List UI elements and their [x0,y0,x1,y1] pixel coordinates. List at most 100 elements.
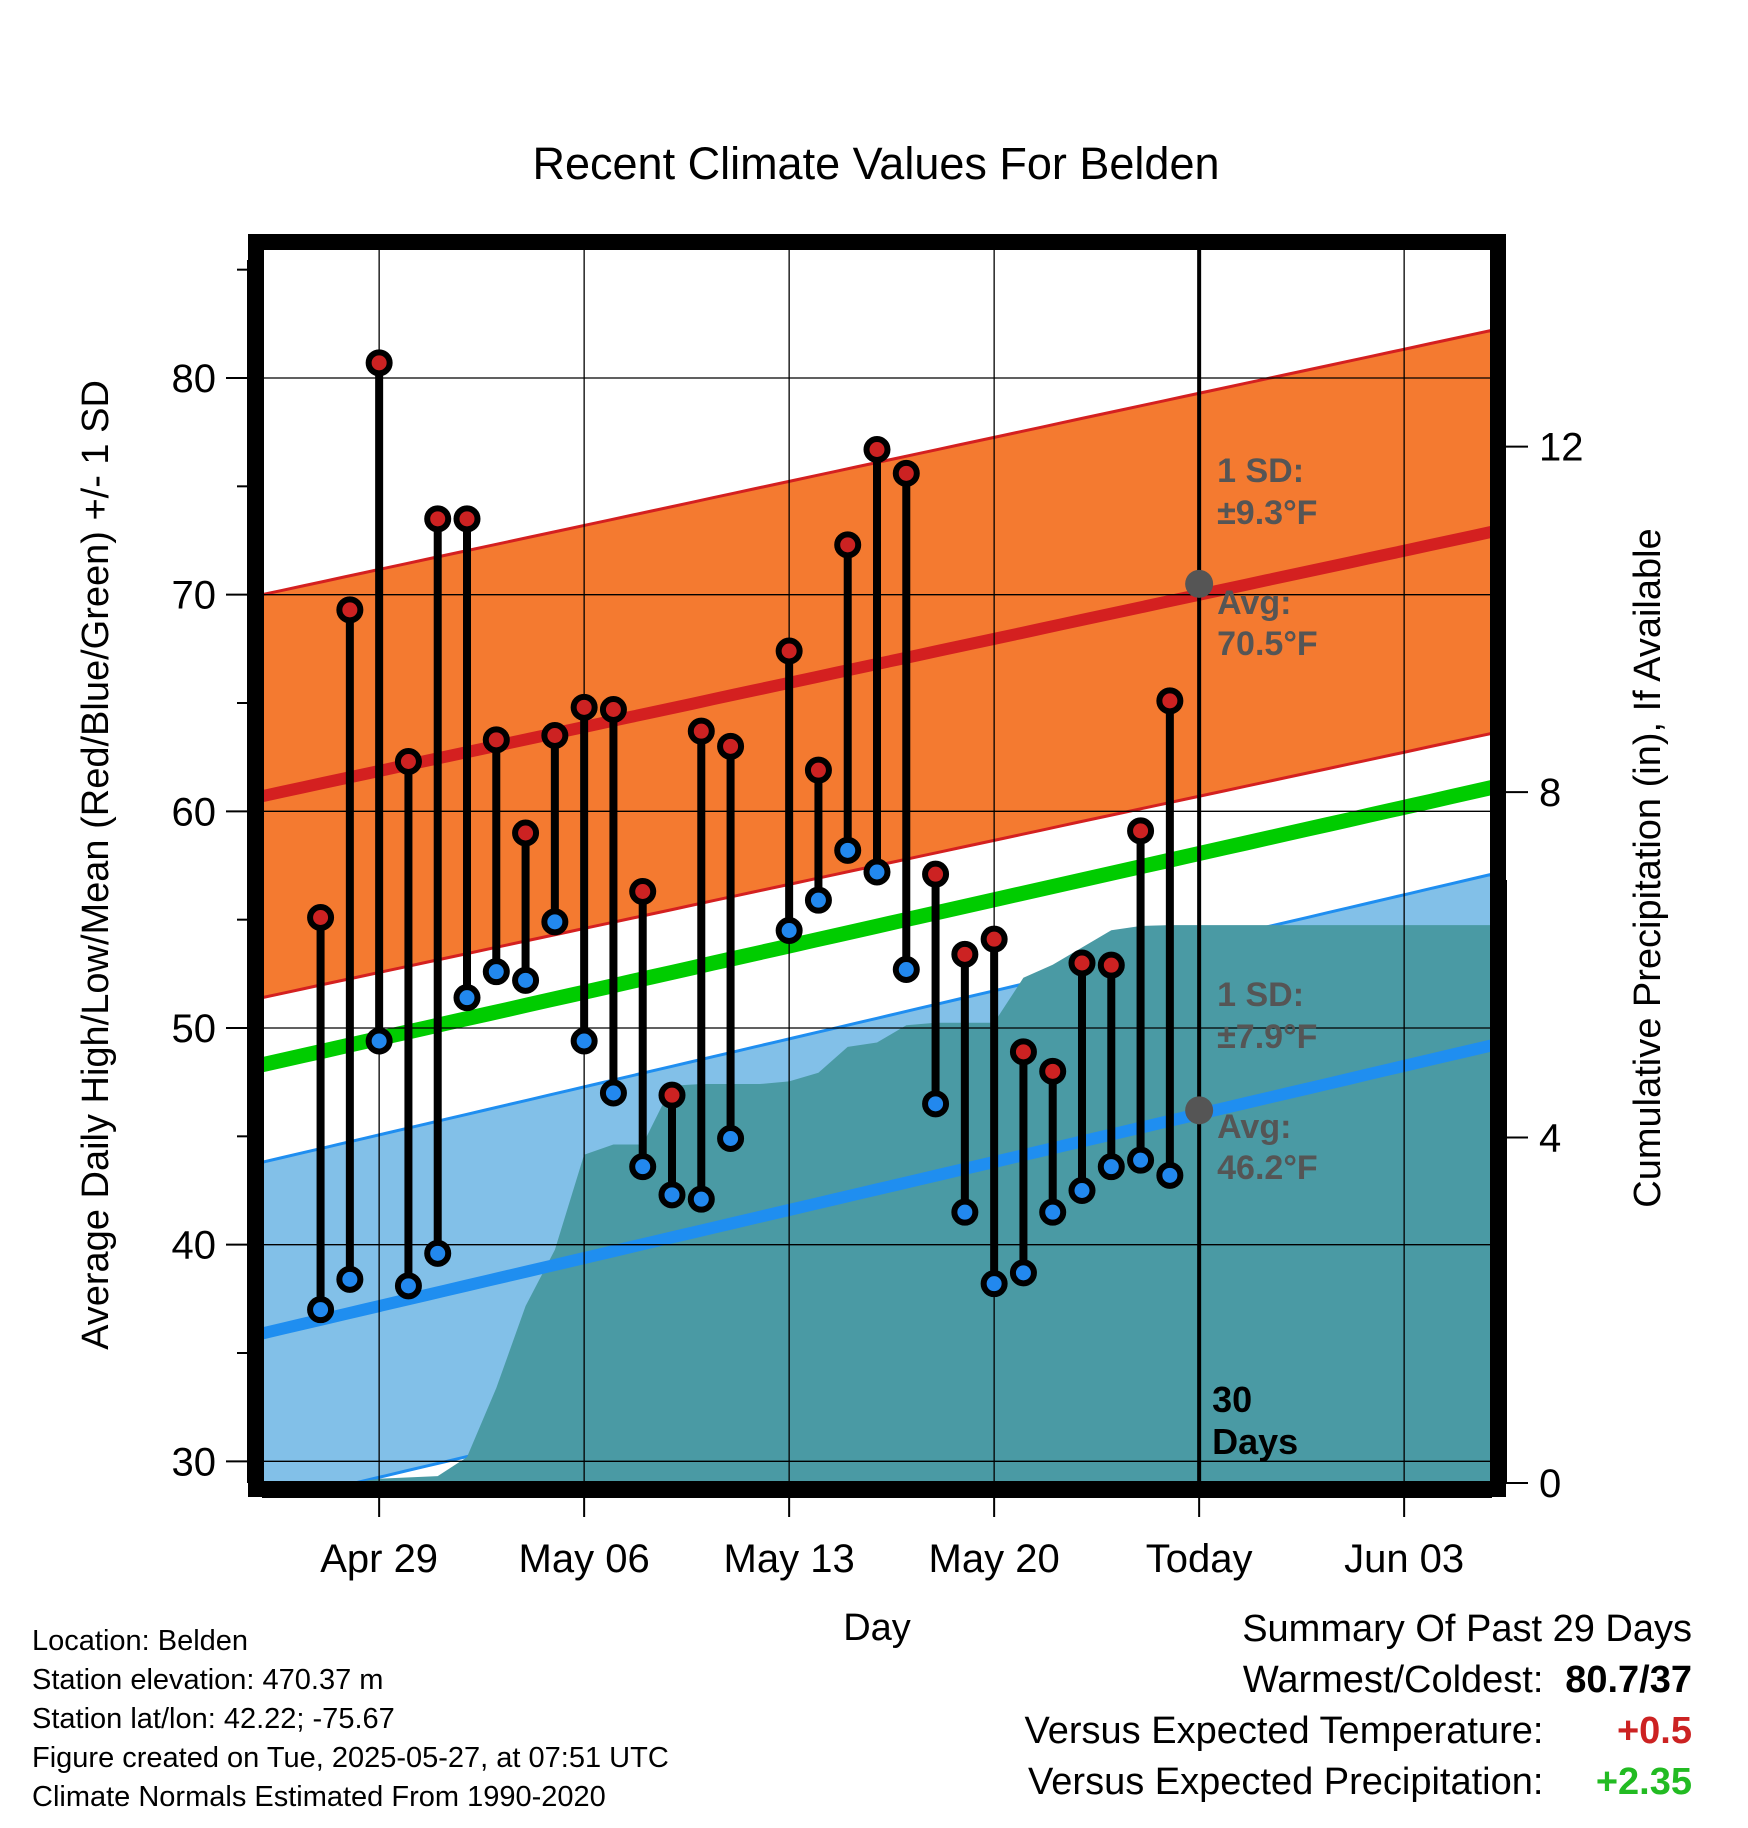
high-point [512,819,540,847]
daily-points [307,349,1184,1324]
high-point [365,349,393,377]
low-point [951,1198,979,1226]
high-point [658,1081,686,1109]
low-avg-line [262,1039,1492,1340]
x-tick-label: Jun 03 [1344,1537,1464,1581]
summary-precip: Versus Expected Precipitation: +2.35 [1025,1757,1692,1808]
x-tick-label: May 13 [724,1537,855,1581]
high-point [570,693,598,721]
high-point [453,505,481,533]
summary-warm-cold: Warmest/Coldest: 80.7/37 [1025,1655,1692,1706]
warm-cold-value: 80.7/37 [1565,1659,1692,1701]
low-point [424,1239,452,1267]
today-low-avg-marker [1185,1096,1214,1125]
days-label-line1: 30 [1212,1379,1252,1420]
low-point [834,836,862,864]
normals-text: Climate Normals Estimated From 1990-2020 [32,1781,606,1813]
temp-value: +0.5 [1616,1710,1692,1752]
low-point [863,858,891,886]
high-point [629,878,657,905]
low-point [336,1265,364,1293]
x-tick-label: Apr 29 [320,1537,438,1581]
high-avg-label-line1: Avg: [1217,584,1291,622]
low-point [1156,1161,1184,1189]
left-tick-label: 70 [172,574,217,618]
left-tick-label: 80 [172,357,217,401]
temp-label: Versus Expected Temperature: [1024,1710,1544,1752]
station-info: Location: Belden Station elevation: 470.… [32,1622,669,1817]
low-point [1009,1259,1037,1287]
high-point [1039,1057,1067,1085]
high-point [307,904,335,931]
high-sd-label-line2: ±9.3°F [1217,494,1317,532]
x-axis-label: Day [843,1607,911,1649]
high-point [804,756,832,784]
today-high-avg-marker [1185,569,1214,598]
high-point [717,732,745,760]
precip-cumulative-area [262,925,1492,1483]
low-point [658,1181,686,1209]
high-avg-label-line2: 70.5°F [1217,625,1318,663]
summary-temp: Versus Expected Temperature: +0.5 [1025,1706,1692,1757]
high-point [922,860,950,888]
low-point [394,1272,422,1300]
low-point [717,1125,745,1152]
chart-title: Recent Climate Values For Belden [533,138,1220,189]
high-point [951,940,979,968]
low-sd-label-line1: 1 SD: [1217,976,1304,1014]
high-point [1097,951,1125,979]
latlon-text: Station lat/lon: 42.22; -75.67 [32,1703,395,1735]
daily-range-sticks [316,362,1174,1310]
summary-heading: Summary Of Past 29 Days [1242,1608,1692,1650]
precip-label: Versus Expected Precipitation: [1028,1761,1544,1803]
low-point [687,1185,715,1213]
high-point [1156,687,1184,715]
high-point [687,717,715,745]
high-point [424,505,452,533]
high-point [482,726,510,754]
low-point [453,984,481,1012]
y-right-axis-label: Cumulative Precipitation (in), If Availa… [1627,528,1669,1207]
low-point [541,908,569,936]
low-point [365,1027,393,1055]
high-point [775,637,803,665]
high-point [1009,1038,1037,1066]
right-tick-label: 0 [1539,1462,1561,1506]
x-tick-label: May 20 [929,1537,1060,1581]
left-tick-label: 40 [172,1224,217,1268]
low-point [512,966,540,994]
low-point [482,958,510,986]
created-text: Figure created on Tue, 2025-05-27, at 07… [32,1742,669,1774]
low-point [775,917,803,944]
axes: 30 40 50 60 70 80 0 4 8 12 Apr 29 May 06 May 13 May 2… [172,260,1584,1581]
high-point [1127,817,1155,845]
left-tick-label: 30 [172,1440,217,1484]
low-point [1068,1177,1096,1204]
low-point [922,1090,950,1118]
location-text: Location: Belden [32,1625,249,1657]
high-point [336,596,364,624]
chart-text: Recent Climate Values For Belden Day Avera… [75,138,1669,1649]
high-point [863,436,891,463]
y-left-axis-label: Average Daily High/Low/Mean (Red/Blue/Gr… [75,380,117,1350]
low-sd-label-line2: ±7.9°F [1217,1018,1317,1056]
x-tick-label: May 06 [519,1537,650,1581]
low-point [629,1153,657,1181]
high-sd-label-line1: 1 SD: [1217,452,1304,490]
low-point [1039,1198,1067,1226]
high-point [599,696,627,723]
high-point [541,722,569,749]
low-point [599,1079,627,1107]
days-label-line2: Days [1212,1421,1298,1462]
warm-cold-label: Warmest/Coldest: [1242,1659,1544,1701]
right-tick-label: 8 [1539,771,1561,815]
low-point [892,956,920,983]
left-tick-label: 50 [172,1007,217,1051]
low-point [307,1296,335,1324]
low-point [804,886,832,914]
x-tick-label: Today [1146,1537,1253,1581]
left-tick-label: 60 [172,790,217,834]
low-point [570,1027,598,1055]
summary-panel: Summary Of Past 29 Days Warmest/Coldest:… [1025,1604,1692,1808]
